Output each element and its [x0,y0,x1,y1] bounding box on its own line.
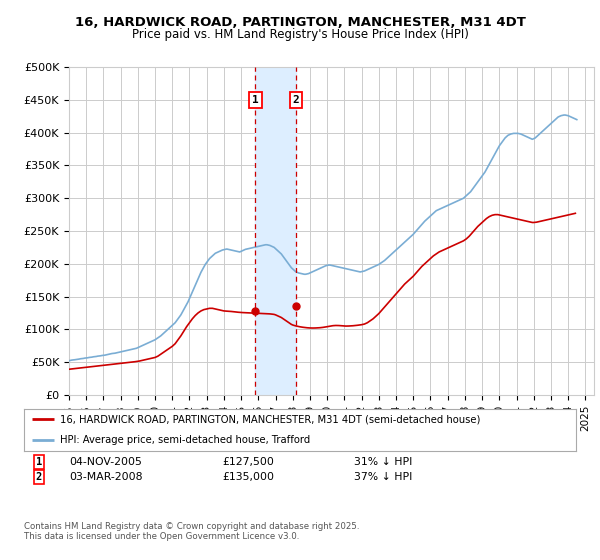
Text: Contains HM Land Registry data © Crown copyright and database right 2025.
This d: Contains HM Land Registry data © Crown c… [24,522,359,542]
Text: 03-MAR-2008: 03-MAR-2008 [69,472,143,482]
Text: 04-NOV-2005: 04-NOV-2005 [69,457,142,467]
Text: 1: 1 [36,457,42,467]
Text: 2: 2 [292,95,299,105]
Text: 2: 2 [36,472,42,482]
Text: Price paid vs. HM Land Registry's House Price Index (HPI): Price paid vs. HM Land Registry's House … [131,28,469,41]
Text: £135,000: £135,000 [222,472,274,482]
Text: 31% ↓ HPI: 31% ↓ HPI [354,457,412,467]
Text: 37% ↓ HPI: 37% ↓ HPI [354,472,412,482]
Text: HPI: Average price, semi-detached house, Trafford: HPI: Average price, semi-detached house,… [60,435,310,445]
Text: 1: 1 [252,95,259,105]
Text: £127,500: £127,500 [222,457,274,467]
Bar [256,67,296,395]
Text: 16, HARDWICK ROAD, PARTINGTON, MANCHESTER, M31 4DT (semi-detached house): 16, HARDWICK ROAD, PARTINGTON, MANCHESTE… [60,414,480,424]
Text: 16, HARDWICK ROAD, PARTINGTON, MANCHESTER, M31 4DT: 16, HARDWICK ROAD, PARTINGTON, MANCHESTE… [74,16,526,29]
